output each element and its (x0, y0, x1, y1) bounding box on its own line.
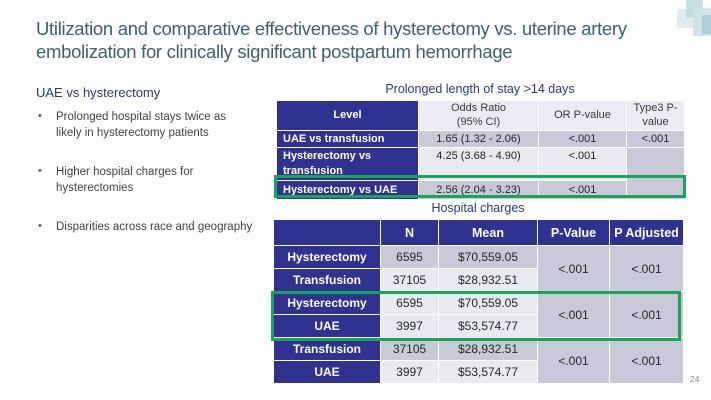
los-table-section: Prolonged length of stay >14 days Level … (276, 82, 685, 200)
list-item: • Disparities across race and geography (38, 219, 253, 235)
table-row: Transfusion 37105 $28,932.51 <.001 <.001 (273, 337, 684, 384)
corner-decoration-square (702, 15, 711, 34)
bullet-icon: • (38, 165, 42, 178)
charges-merged-pvalue: <.001 (537, 337, 610, 384)
list-item: • Higher hospital charges for hysterecto… (38, 164, 253, 196)
los-header-level: Level (276, 100, 419, 131)
bullet-text: Higher hospital charges for hysterectomi… (56, 166, 194, 195)
charges-row-mean: $53,574.77 (438, 314, 538, 338)
los-row-odds-ratio: 1.65 (1.32 - 2.06) (418, 130, 539, 148)
charges-row-n: 37105 (380, 268, 439, 292)
charges-header-empty (273, 219, 381, 246)
page-number: 24 (690, 374, 700, 384)
bullet-text: Prolonged hospital stays twice as likely… (56, 111, 227, 140)
charges-merged-padjusted: <.001 (609, 245, 684, 292)
slide-title: Utilization and comparative effectivenes… (36, 18, 627, 63)
charges-table: N Mean P-Value P Adjusted Hysterectomy 6… (273, 219, 684, 384)
charges-row-n: 6595 (380, 291, 439, 315)
los-header-type3-pvalue: Type3 P-value (626, 100, 685, 131)
charges-row-label: UAE (273, 360, 381, 384)
los-row-or-pvalue: <.001 (538, 179, 627, 200)
los-row-level: Hysterectomy vs UAE (276, 179, 419, 200)
los-row-odds-ratio: 4.25 (3.68 - 4.90) (418, 147, 539, 181)
charges-header-n: N (380, 219, 439, 246)
table-row: Hysterectomy 6595 $70,559.05 <.001 <.001 (273, 245, 684, 292)
charges-row-mean: $28,932.51 (438, 337, 538, 361)
los-row-type3-pvalue: <.001 (626, 130, 685, 148)
charges-header-padjusted: P Adjusted (609, 219, 684, 246)
charges-row-n: 37105 (380, 337, 439, 361)
charges-header-mean: Mean (438, 219, 538, 246)
los-table: Level Odds Ratio (95% CI) OR P-value Typ… (276, 100, 685, 200)
charges-row-label: UAE (273, 314, 381, 338)
charges-header-row: N Mean P-Value P Adjusted (273, 219, 684, 246)
bullet-icon: • (38, 110, 42, 122)
los-header-odds-ratio: Odds Ratio (95% CI) (418, 100, 539, 131)
los-header-odds-ratio-line2: (95% CI) (456, 115, 501, 128)
charges-row-mean: $70,559.05 (438, 245, 538, 269)
los-header-odds-ratio-line1: Odds Ratio (450, 102, 507, 115)
charges-merged-padjusted: <.001 (609, 291, 684, 338)
section-heading: UAE vs hysterectomy (36, 85, 161, 100)
charges-merged-padjusted: <.001 (609, 337, 684, 384)
los-header-row: Level Odds Ratio (95% CI) OR P-value Typ… (276, 100, 685, 131)
charges-merged-pvalue: <.001 (537, 291, 610, 338)
table-row: UAE vs transfusion 1.65 (1.32 - 2.06) <.… (276, 130, 685, 148)
list-item: • Prolonged hospital stays twice as like… (38, 109, 253, 141)
los-table-title: Prolonged length of stay >14 days (385, 82, 575, 96)
charges-row-mean: $70,559.05 (438, 291, 538, 315)
charges-row-n: 3997 (380, 360, 439, 384)
charges-row-n: 6595 (380, 245, 439, 269)
charges-row-mean: $53,574.77 (438, 360, 538, 384)
charges-row-label: Hysterectomy (273, 245, 381, 269)
charges-row-mean: $28,932.51 (438, 268, 538, 292)
bullet-icon: • (38, 220, 42, 233)
los-row-or-pvalue: <.001 (538, 130, 627, 148)
table-row: Hysterectomy vs transfusion 4.25 (3.68 -… (276, 147, 685, 200)
bullet-text: Disparities across race and geography (56, 221, 253, 234)
charges-row-n: 3997 (380, 314, 439, 338)
charges-row-label: Hysterectomy (273, 291, 381, 315)
charges-merged-pvalue: <.001 (537, 245, 610, 292)
los-header-or-pvalue: OR P-value (538, 100, 627, 131)
charges-row-label: Transfusion (273, 268, 381, 292)
los-merged-type3-cell (626, 147, 685, 200)
charges-row-label: Transfusion (273, 337, 381, 361)
charges-header-pvalue: P-Value (537, 219, 610, 246)
los-row-or-pvalue: <.001 (538, 147, 627, 181)
charges-table-section: Hospital charges N Mean P-Value P Adjust… (273, 201, 684, 384)
los-row-level: Hysterectomy vs transfusion (276, 147, 419, 181)
los-row-odds-ratio: 2.56 (2.04 - 3.23) (418, 179, 539, 200)
table-row-highlighted: Hysterectomy vs UAE 2.56 (2.04 - 3.23) <… (276, 179, 685, 200)
charges-table-title: Hospital charges (431, 201, 525, 215)
table-row-highlighted: Hysterectomy 6595 $70,559.05 <.001 <.001 (273, 291, 684, 338)
table-row: UAE 3997 $53,574.77 (273, 360, 684, 384)
los-row-level: UAE vs transfusion (276, 130, 419, 148)
bullet-list: • Prolonged hospital stays twice as like… (38, 109, 253, 258)
